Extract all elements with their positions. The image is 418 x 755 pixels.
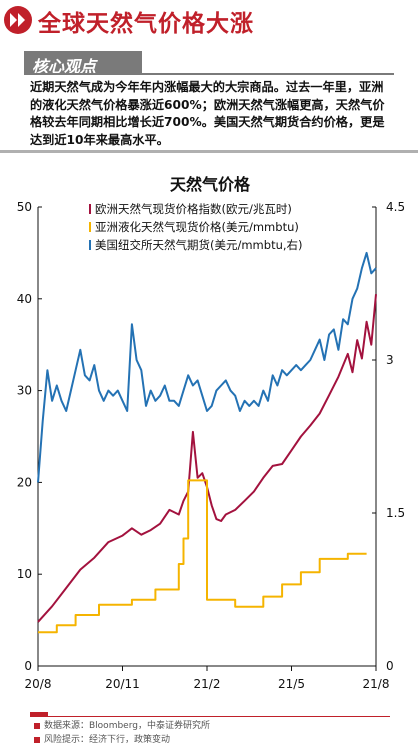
y-right-tick-label: 4.5 (386, 200, 405, 214)
footer-source: 数据来源：Bloomberg，中泰证券研究所 (34, 718, 210, 731)
legend-label: 亚洲液化天然气现货价格(美元/mmbtu) (95, 220, 299, 234)
y-left-tick-label: 30 (17, 384, 32, 398)
y-left-tick-label: 40 (17, 292, 32, 306)
bullet-square-icon (34, 736, 40, 743)
x-tick-label: 21/5 (278, 677, 305, 691)
page-title: 全球天然气价格大涨 (38, 11, 254, 37)
x-tick-label: 21/8 (363, 677, 390, 691)
x-tick-label: 21/2 (194, 677, 221, 691)
legend-label: 美国纽交所天然气期货(美元/mmbtu,右) (95, 238, 303, 252)
double-chevron-right-icon (4, 6, 32, 34)
bullet-square-icon (34, 722, 40, 729)
y-left-tick-label: 20 (17, 475, 32, 489)
section-label: 核心观点 (32, 57, 97, 76)
footer-risk: 风险提示：经济下行，政策变动 (34, 732, 170, 745)
chart-series-layer (37, 251, 377, 634)
chart-axes: 0 10 20 30 40 50 0 1.5 3 4.5 20/8 20/11 21/2 21/5 21/8 (17, 200, 405, 691)
y-left-tick-label: 0 (24, 659, 32, 673)
footer-accent-mark (30, 712, 48, 716)
y-left-tick-label: 50 (17, 200, 32, 214)
series-line-0 (37, 294, 377, 623)
summary-paragraph: 近期天然气成为今年年内涨幅最大的大宗商品。过去一年里，亚洲的液化天然气价格暴涨近… (30, 80, 385, 147)
x-tick-label: 20/11 (105, 677, 140, 691)
series-line-1 (38, 479, 367, 634)
chart-legend: 欧洲天然气现货价格指数(欧元/兆瓦时) 亚洲液化天然气现货价格(美元/mmbtu)… (89, 202, 303, 252)
y-right-tick-label: 3 (386, 353, 394, 367)
y-right-tick-label: 1.5 (386, 506, 405, 520)
section-divider (0, 150, 418, 153)
y-left-tick-label: 10 (17, 567, 32, 581)
section-label-box: 核心观点 (24, 51, 142, 76)
footer-rule (30, 716, 390, 717)
chart-title: 天然气价格 (170, 175, 251, 194)
series-line-2 (37, 251, 377, 483)
source-text: 数据来源：Bloomberg，中泰证券研究所 (44, 721, 210, 731)
risk-text: 风险提示：经济下行，政策变动 (44, 735, 171, 745)
section-underline (24, 73, 394, 75)
x-tick-label: 20/8 (25, 677, 52, 691)
legend-label: 欧洲天然气现货价格指数(欧元/兆瓦时) (95, 202, 292, 216)
gas-price-chart: 0 10 20 30 40 50 0 1.5 3 4.5 20/8 20/11 21/2 21/5 21/8… (17, 175, 405, 691)
page-header: 全球天然气价格大涨 (0, 0, 418, 40)
y-right-tick-label: 0 (386, 659, 394, 673)
